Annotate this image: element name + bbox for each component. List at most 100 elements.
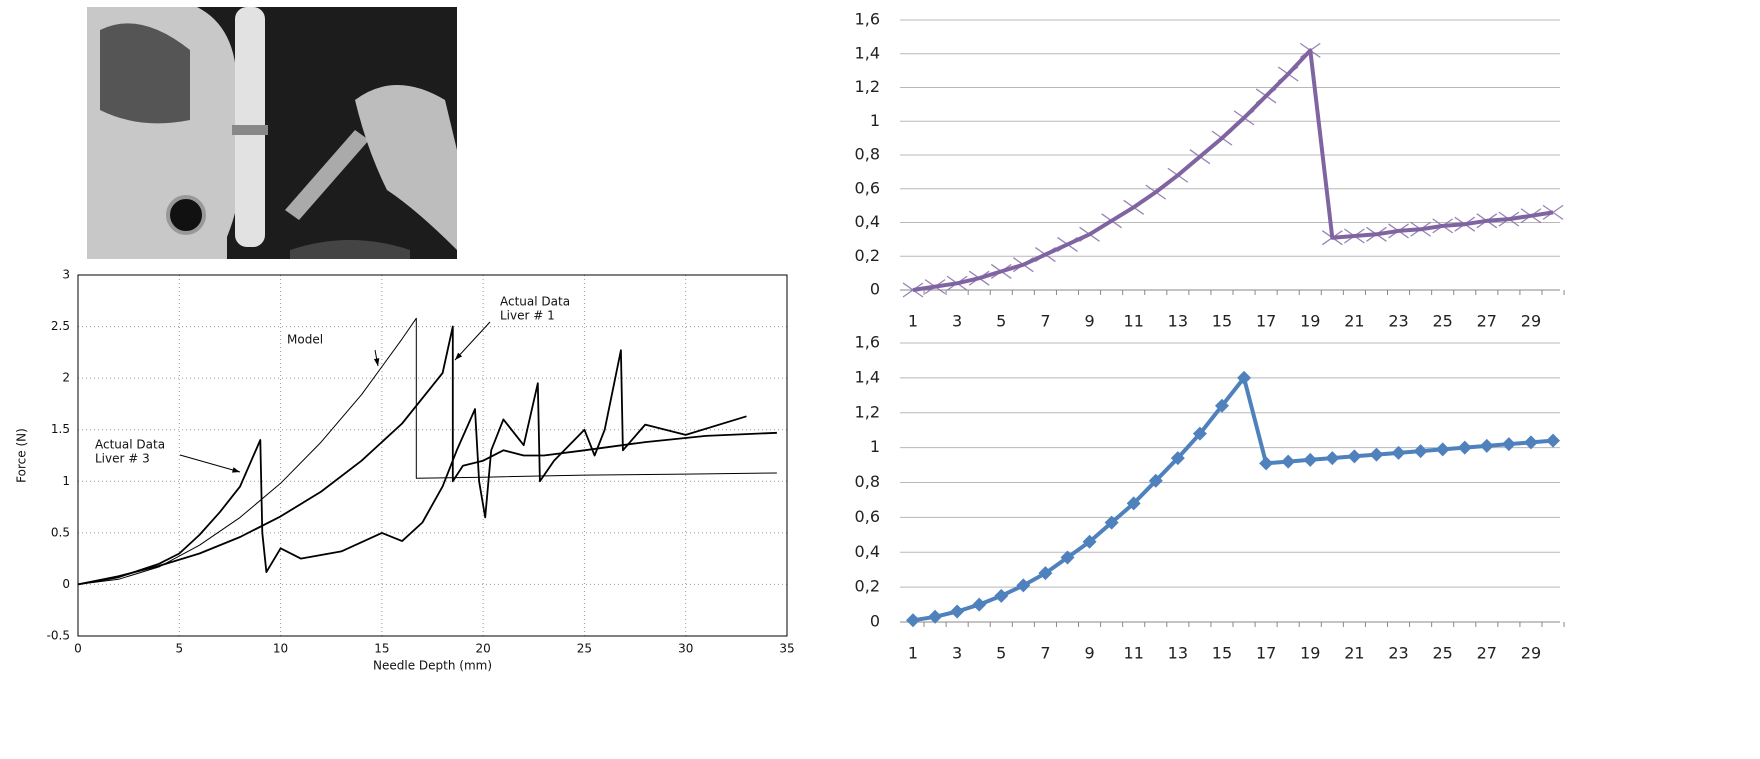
chart: 00,20,40,60,811,21,41,61 3 5 7 9 11 13 15 17 19 21…	[855, 10, 1565, 331]
y-tick-label: 1	[62, 474, 70, 488]
marker	[1476, 213, 1498, 229]
x-tick-label: 15	[1212, 312, 1232, 331]
y-axis-label: Force (N)	[15, 428, 29, 483]
y-tick-label: 0	[870, 612, 880, 631]
x-tick-label: 13	[1168, 312, 1188, 331]
marker	[1057, 236, 1078, 252]
x-tick-label: 25	[1433, 312, 1453, 331]
marker	[1457, 440, 1472, 455]
marker	[1189, 149, 1211, 165]
x-tick-label: 23	[1388, 644, 1408, 663]
y-tick-label: 1.5	[51, 422, 70, 436]
marker	[1148, 473, 1163, 488]
y-tick-label: 0,2	[855, 577, 880, 596]
photo	[87, 7, 457, 259]
y-tick-label: 0,8	[855, 145, 880, 164]
y-tick-label: 1,6	[855, 333, 880, 352]
x-tick-label: 3	[952, 644, 962, 663]
chart: 00,20,40,60,811,21,41,61 3 5 7 9 11 13 15 17 19 21…	[855, 333, 1565, 663]
x-tick-label: 21	[1344, 644, 1364, 663]
x-tick-label: 5	[996, 312, 1006, 331]
y-tick-label: 1,2	[855, 402, 880, 421]
marker	[1410, 221, 1431, 237]
x-tick-label: 20	[476, 642, 491, 656]
annotation: Model	[287, 333, 323, 347]
marker	[1079, 226, 1100, 242]
y-tick-label: 2	[62, 371, 70, 385]
y-tick-label: 1	[870, 111, 880, 130]
x-tick-label: 21	[1344, 312, 1364, 331]
x-tick-label: 23	[1388, 312, 1408, 331]
marker	[1060, 550, 1075, 565]
marker	[1454, 216, 1476, 232]
marker	[1435, 442, 1450, 457]
marker	[1347, 449, 1362, 464]
x-tick-label: 25	[577, 642, 592, 656]
marker	[1520, 208, 1542, 224]
series-line	[77, 349, 747, 586]
marker	[1237, 370, 1252, 385]
y-tick-label: 1,4	[855, 43, 880, 62]
marker	[1170, 451, 1185, 466]
marker	[1255, 88, 1277, 104]
x-tick-label: 3	[952, 312, 962, 331]
marker	[1325, 451, 1340, 466]
marker	[1233, 110, 1255, 126]
marker	[1101, 213, 1123, 229]
marker	[1214, 398, 1229, 413]
marker	[1082, 534, 1097, 549]
x-tick-label: 27	[1477, 644, 1497, 663]
series-line	[912, 375, 1554, 623]
marker	[1299, 42, 1321, 58]
series-line	[912, 48, 1554, 292]
marker	[1259, 456, 1274, 471]
marker	[1016, 578, 1031, 593]
x-tick-label: 19	[1300, 312, 1320, 331]
marker	[1035, 247, 1056, 263]
y-tick-label: 0	[62, 577, 70, 591]
x-tick-label: 7	[1040, 644, 1050, 663]
series-line	[77, 325, 777, 586]
y-tick-label: 3	[62, 268, 70, 282]
x-tick-label: 15	[1212, 644, 1232, 663]
plot-frame	[77, 274, 788, 637]
marker	[1192, 426, 1207, 441]
y-tick-label: 1,2	[855, 77, 880, 96]
marker	[1123, 199, 1145, 215]
marker	[1498, 211, 1520, 227]
marker	[1281, 454, 1296, 469]
marker	[1546, 433, 1561, 448]
x-tick-label: 25	[1433, 644, 1453, 663]
marker	[1012, 257, 1034, 273]
y-tick-label: 0,4	[855, 212, 880, 231]
x-tick-label: 11	[1124, 312, 1144, 331]
marker	[1388, 223, 1409, 239]
marker	[1104, 515, 1119, 530]
x-tick-label: 30	[678, 642, 693, 656]
y-tick-label: 1,4	[855, 367, 880, 386]
marker	[924, 279, 946, 295]
marker	[1167, 167, 1189, 183]
marker	[946, 275, 968, 291]
x-tick-label: 9	[1084, 644, 1094, 663]
marker	[1145, 184, 1167, 200]
x-tick-label: 29	[1521, 312, 1541, 331]
y-tick-label: 0,8	[855, 472, 880, 491]
y-tick-label: 0,2	[855, 246, 880, 265]
x-tick-label: 35	[779, 642, 794, 656]
marker	[1432, 218, 1454, 234]
x-tick-label: 10	[273, 642, 288, 656]
marker	[1366, 226, 1387, 242]
marker	[1038, 566, 1053, 581]
y-tick-label: 0,4	[855, 542, 880, 561]
x-tick-label: 5	[175, 642, 183, 656]
marker	[1321, 230, 1343, 246]
marker	[994, 588, 1009, 603]
marker	[1126, 496, 1141, 511]
y-tick-label: 1	[870, 437, 880, 456]
x-tick-label: 7	[1040, 312, 1050, 331]
x-axis-label: Needle Depth (mm)	[373, 659, 492, 673]
y-tick-label: 0,6	[855, 507, 880, 526]
x-tick-label: 13	[1168, 644, 1188, 663]
